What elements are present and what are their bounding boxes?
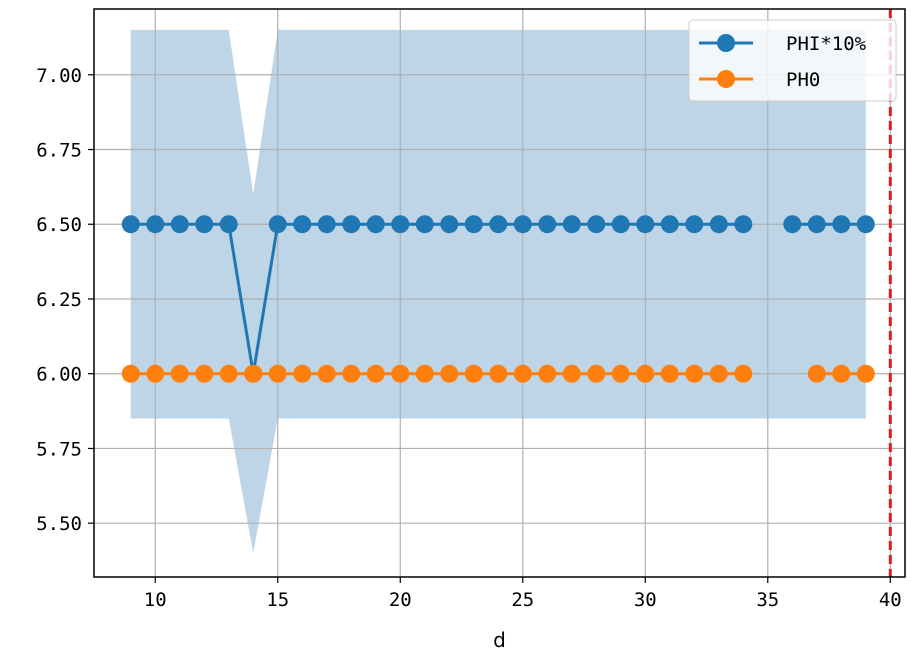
series-1-point xyxy=(415,215,434,234)
series-1-point xyxy=(366,215,385,234)
series-1-point xyxy=(538,215,557,234)
series-1-point xyxy=(783,215,802,234)
series-2-point xyxy=(464,364,483,383)
series-2-point xyxy=(489,364,508,383)
series-2-point xyxy=(636,364,655,383)
series-1-point xyxy=(660,215,679,234)
series-2-point xyxy=(244,364,263,383)
band-area xyxy=(130,29,866,554)
series-1-point xyxy=(268,215,287,234)
series-1-point xyxy=(464,215,483,234)
legend-marker-series-1 xyxy=(717,34,735,52)
legend-label-series-1: PHI*10% xyxy=(786,33,867,55)
x-tick-label: 20 xyxy=(389,589,412,611)
y-tick-label: 6.50 xyxy=(36,214,82,236)
series-1-point xyxy=(636,215,655,234)
series-2-point xyxy=(734,364,753,383)
series-2-point xyxy=(832,364,851,383)
legend-entry-series-2: PH0 xyxy=(699,69,820,91)
series-1-point xyxy=(734,215,753,234)
series-1-point xyxy=(440,215,459,234)
y-tick-label: 6.25 xyxy=(36,289,82,311)
series-2-point xyxy=(856,364,875,383)
x-tick-label: 10 xyxy=(144,589,167,611)
series-1-point xyxy=(685,215,704,234)
y-tick-label: 5.75 xyxy=(36,438,82,460)
series-2-point xyxy=(660,364,679,383)
series-2-point xyxy=(366,364,385,383)
legend-marker-series-2 xyxy=(717,70,735,88)
series-2-point xyxy=(391,364,410,383)
series-1-point xyxy=(562,215,581,234)
x-tick-label: 40 xyxy=(879,589,902,611)
series-2-point xyxy=(709,364,728,383)
series-1-point xyxy=(293,215,312,234)
series-2-point xyxy=(317,364,336,383)
y-tick-label: 5.50 xyxy=(36,513,82,535)
series-2-point xyxy=(440,364,459,383)
series-group xyxy=(121,215,875,383)
series-2-point xyxy=(513,364,532,383)
y-tick-label: 6.00 xyxy=(36,364,82,386)
series-2-point xyxy=(587,364,606,383)
x-tick-label: 15 xyxy=(266,589,289,611)
series-2-point xyxy=(121,364,140,383)
series-1-point xyxy=(121,215,140,234)
series-2-point xyxy=(611,364,630,383)
series-1-point xyxy=(807,215,826,234)
x-axis: 10 15 20 25 30 35 40 xyxy=(144,577,902,611)
series-1-point xyxy=(513,215,532,234)
series-2-point xyxy=(195,364,214,383)
y-tick-label: 6.75 xyxy=(36,140,82,162)
series-1-point xyxy=(219,215,238,234)
series-1-point xyxy=(391,215,410,234)
series-2-point xyxy=(170,364,189,383)
series-2-point xyxy=(538,364,557,383)
series-1-point xyxy=(342,215,361,234)
series-1-point xyxy=(587,215,606,234)
x-tick-label: 35 xyxy=(756,589,779,611)
legend-label-series-2: PH0 xyxy=(786,69,820,91)
x-axis-label: d xyxy=(493,628,506,652)
series-2-point xyxy=(293,364,312,383)
series-2-point xyxy=(807,364,826,383)
series-2-point xyxy=(146,364,165,383)
series-1-point xyxy=(317,215,336,234)
series-2-point xyxy=(268,364,287,383)
series-1-point xyxy=(146,215,165,234)
plot-area-frame xyxy=(93,8,906,578)
legend-frame xyxy=(688,19,897,102)
legend-entry-series-1: PHI*10% xyxy=(699,33,867,55)
y-axis: 5.50 5.75 6.00 6.25 6.50 6.75 7.00 xyxy=(36,65,94,535)
x-tick-label: 30 xyxy=(634,589,657,611)
series-1-point xyxy=(832,215,851,234)
series-2-point xyxy=(685,364,704,383)
series-1-point xyxy=(856,215,875,234)
series-1-point xyxy=(611,215,630,234)
series-1-point xyxy=(709,215,728,234)
series-2-point xyxy=(415,364,434,383)
x-tick-label: 25 xyxy=(511,589,534,611)
series-2-point xyxy=(562,364,581,383)
series-2-point xyxy=(219,364,238,383)
legend: PHI*10% PH0 xyxy=(688,19,897,102)
confidence-band xyxy=(130,29,866,554)
series-1-point xyxy=(170,215,189,234)
series-1-point xyxy=(489,215,508,234)
series-2-point xyxy=(342,364,361,383)
y-tick-label: 7.00 xyxy=(36,65,82,87)
series-1-point xyxy=(195,215,214,234)
